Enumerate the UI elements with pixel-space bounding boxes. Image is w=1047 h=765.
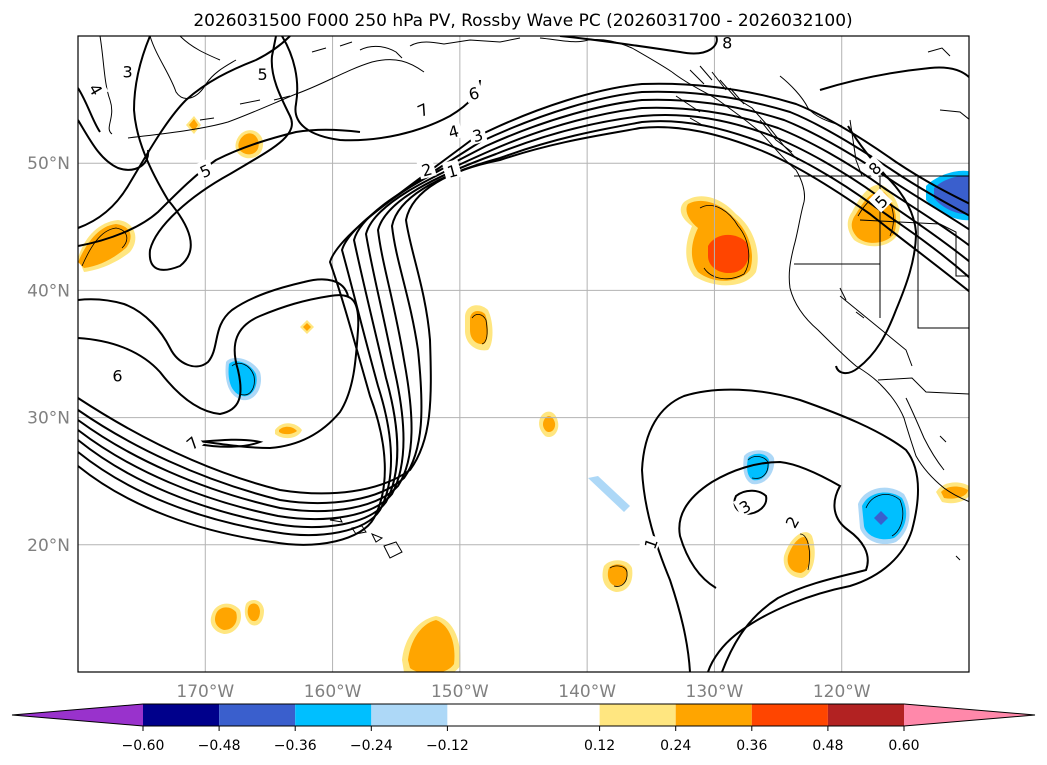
colorbar-bin	[219, 704, 296, 726]
contour-label-bg	[733, 493, 756, 518]
pv-contour-4	[78, 106, 969, 521]
colorbar-tick-label: 0.36	[736, 738, 767, 754]
colorbar-bin	[447, 704, 600, 726]
pv-contour-6-upper	[281, 36, 481, 142]
pv-contour-7-box	[197, 438, 264, 448]
colorbar-tick-label: 0.48	[812, 738, 843, 754]
lat-tick-label: 40°N	[27, 281, 70, 301]
pv-contour-5-upper	[78, 36, 291, 229]
contour-label: 5	[257, 65, 267, 84]
contour-label-bg	[443, 119, 464, 142]
colorbar: −0.60 −0.48 −0.36 −0.24 −0.12 0.12 0.24 0.36 0.4…	[11, 703, 1036, 754]
lon-tick-label: 130°W	[686, 682, 744, 702]
contour-label: 1	[445, 161, 460, 182]
chart-title: 2026031500 F000 250 hPa PV, Rossby Wave …	[193, 11, 852, 31]
lon-tick-label: 140°W	[558, 682, 616, 702]
pv-contour-6-mid	[78, 128, 361, 247]
contour-label-bg	[638, 532, 662, 554]
lon-tick-label: 170°W	[176, 682, 234, 702]
colorbar-bin	[295, 704, 372, 726]
lat-tick-label: 20°N	[27, 536, 70, 556]
colorbar-tick-label: −0.12	[426, 738, 469, 754]
colorbar-extend-high	[904, 704, 1035, 726]
lat-tick-label: 30°N	[27, 409, 70, 429]
lat-tick-label: 50°N	[27, 154, 70, 174]
latitude-labels: 20°N 30°N 40°N 50°N	[27, 154, 70, 556]
contour-label-bg	[719, 36, 736, 51]
contour-label-bg	[109, 365, 126, 384]
pv-contour-3-west	[78, 119, 150, 171]
contour-label-bg	[416, 157, 437, 180]
contour-label-bg	[441, 159, 463, 181]
colorbar-bin	[599, 704, 676, 726]
pv-contour-2-south	[678, 460, 869, 672]
lon-tick-label: 120°W	[813, 682, 871, 702]
contour-label: 3	[123, 63, 133, 82]
contour-label: 3	[470, 125, 485, 146]
pv-contour-3-south	[733, 489, 768, 516]
colorbar-bin	[827, 704, 904, 726]
pv-contour-8-east	[819, 66, 969, 91]
colorbar-tick-label: 0.24	[660, 738, 691, 754]
colorbar-tick-label: −0.24	[350, 738, 393, 754]
pv-contour-1	[78, 126, 969, 495]
pv-contour-1-south	[640, 388, 919, 672]
colorbar-bin	[371, 704, 448, 726]
map-frame	[77, 35, 970, 673]
contour-label-bg	[254, 64, 271, 83]
pv-contour-4-nw	[78, 87, 101, 133]
contour-label: 6	[112, 367, 122, 386]
pv-contour-5-west	[132, 36, 293, 271]
pv-contours	[78, 36, 969, 672]
pv-contour-7-east	[835, 125, 918, 374]
contour-label-bg	[868, 188, 893, 213]
colorbar-tick-label: 0.12	[584, 738, 615, 754]
pv-contour-2	[78, 120, 969, 505]
contour-label-bg	[467, 123, 488, 146]
pv-contour-7-west	[78, 278, 349, 368]
contour-label-bg	[779, 509, 804, 533]
map-background	[78, 36, 969, 672]
contour-label-bg	[411, 97, 434, 121]
colorbar-tick-label: −0.60	[122, 738, 165, 754]
colorbar-bin	[751, 704, 828, 726]
pv-contour-3	[78, 113, 969, 513]
pv-contour-7	[78, 82, 969, 546]
gridlines	[78, 36, 969, 672]
pv-contour-6-west	[78, 294, 360, 450]
contour-label-bg	[862, 155, 887, 180]
colorbar-bin	[143, 704, 220, 726]
colorbar-bin	[675, 704, 752, 726]
longitude-labels: 170°W 160°W 150°W 140°W 130°W 120°W	[176, 682, 870, 702]
colorbar-tick-label: 0.60	[888, 738, 919, 754]
lon-tick-label: 160°W	[304, 682, 362, 702]
anomaly-outlines	[81, 194, 904, 587]
contour-label: 4	[446, 121, 461, 142]
colorbar-extend-low	[12, 704, 143, 726]
contour-label: 6	[467, 83, 482, 104]
contour-label-bg	[180, 430, 204, 455]
pv-contour-8	[559, 36, 718, 55]
contour-label-bg	[463, 81, 484, 104]
contour-label-bg	[119, 61, 136, 80]
colorbar-tick-label: −0.48	[198, 738, 241, 754]
contour-label-bg	[193, 158, 216, 182]
lon-tick-label: 150°W	[431, 682, 489, 702]
contour-label: 8	[722, 33, 732, 52]
contour-label-bg	[84, 77, 109, 101]
colorbar-tick-label: −0.36	[274, 738, 317, 754]
contour-label: 2	[420, 160, 435, 181]
